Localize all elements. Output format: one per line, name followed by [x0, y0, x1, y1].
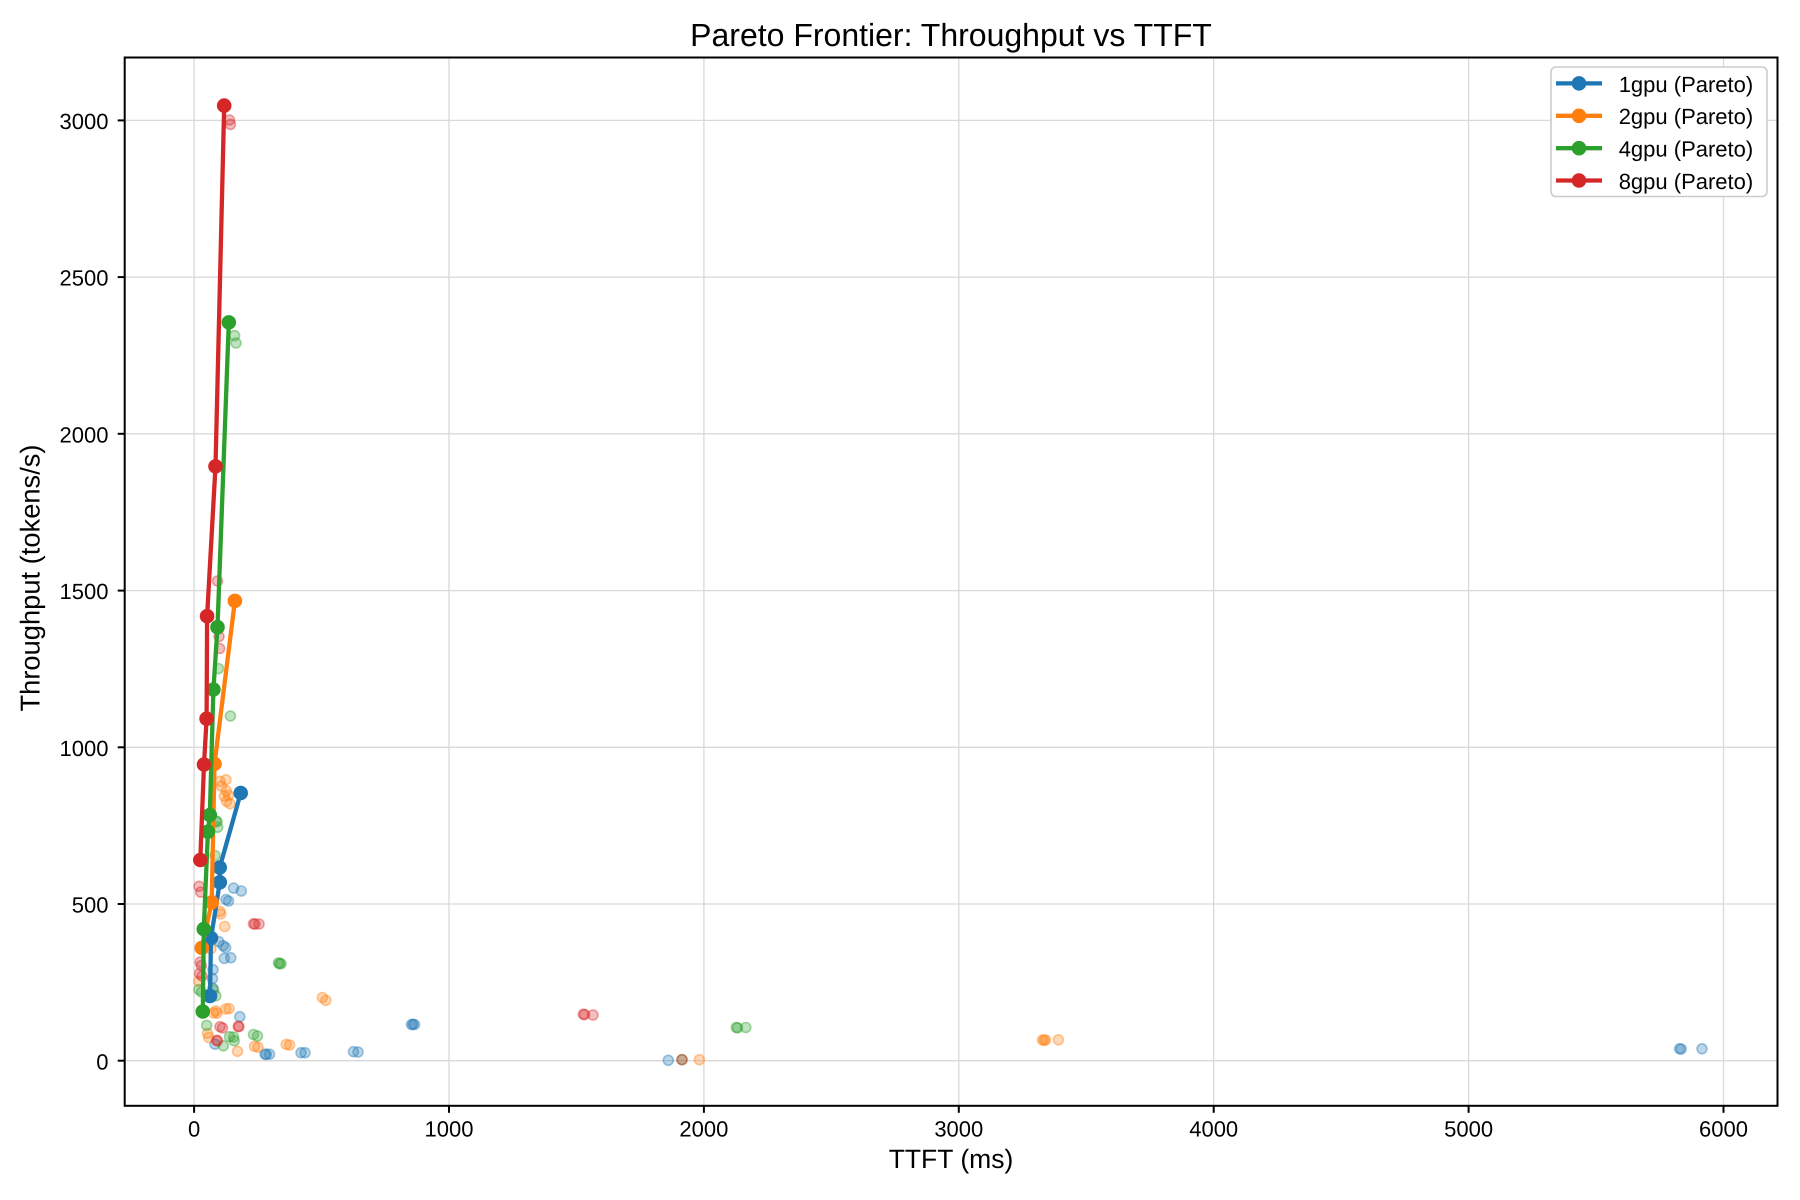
svg-text:2000: 2000	[60, 422, 109, 447]
svg-text:1000: 1000	[425, 1117, 474, 1142]
svg-text:TTFT (ms): TTFT (ms)	[889, 1144, 1014, 1174]
svg-text:4gpu (Pareto): 4gpu (Pareto)	[1619, 137, 1754, 162]
svg-text:6000: 6000	[1699, 1117, 1748, 1142]
svg-text:0: 0	[96, 1049, 108, 1074]
svg-text:2gpu (Pareto): 2gpu (Pareto)	[1619, 104, 1754, 129]
svg-text:500: 500	[72, 893, 109, 918]
svg-text:3000: 3000	[934, 1117, 983, 1142]
svg-text:8gpu (Pareto): 8gpu (Pareto)	[1619, 169, 1754, 194]
svg-text:2000: 2000	[679, 1117, 728, 1142]
svg-text:1000: 1000	[60, 736, 109, 761]
svg-text:0: 0	[188, 1117, 200, 1142]
svg-text:1gpu (Pareto): 1gpu (Pareto)	[1619, 72, 1754, 97]
svg-text:Pareto Frontier: Throughput vs: Pareto Frontier: Throughput vs TTFT	[690, 17, 1212, 53]
svg-text:Throughput (tokens/s): Throughput (tokens/s)	[15, 444, 46, 711]
svg-text:1500: 1500	[60, 579, 109, 604]
svg-text:3000: 3000	[60, 109, 109, 134]
svg-text:5000: 5000	[1444, 1117, 1493, 1142]
svg-text:2500: 2500	[60, 266, 109, 291]
svg-text:4000: 4000	[1189, 1117, 1238, 1142]
